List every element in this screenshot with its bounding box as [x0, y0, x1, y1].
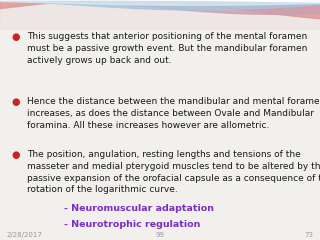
Text: 2/28/2017: 2/28/2017	[6, 232, 42, 238]
Polygon shape	[0, 0, 320, 5]
Polygon shape	[0, 0, 320, 19]
Polygon shape	[0, 0, 320, 14]
Text: ●: ●	[11, 32, 20, 42]
Text: 73: 73	[305, 232, 314, 238]
Text: - Neuromuscular adaptation: - Neuromuscular adaptation	[64, 204, 214, 213]
Text: - Neurotrophic regulation: - Neurotrophic regulation	[64, 220, 200, 229]
Text: ●: ●	[11, 97, 20, 107]
Text: This suggests that anterior positioning of the mental foramen
must be a passive : This suggests that anterior positioning …	[27, 32, 308, 65]
Polygon shape	[0, 0, 320, 2]
Text: The position, angulation, resting lengths and tensions of the
masseter and media: The position, angulation, resting length…	[27, 150, 320, 194]
Text: 99: 99	[156, 232, 164, 238]
FancyBboxPatch shape	[0, 0, 320, 29]
Text: Hence the distance between the mandibular and mental foramen
increases, as does : Hence the distance between the mandibula…	[27, 97, 320, 130]
Text: ●: ●	[11, 150, 20, 160]
Polygon shape	[0, 0, 320, 10]
